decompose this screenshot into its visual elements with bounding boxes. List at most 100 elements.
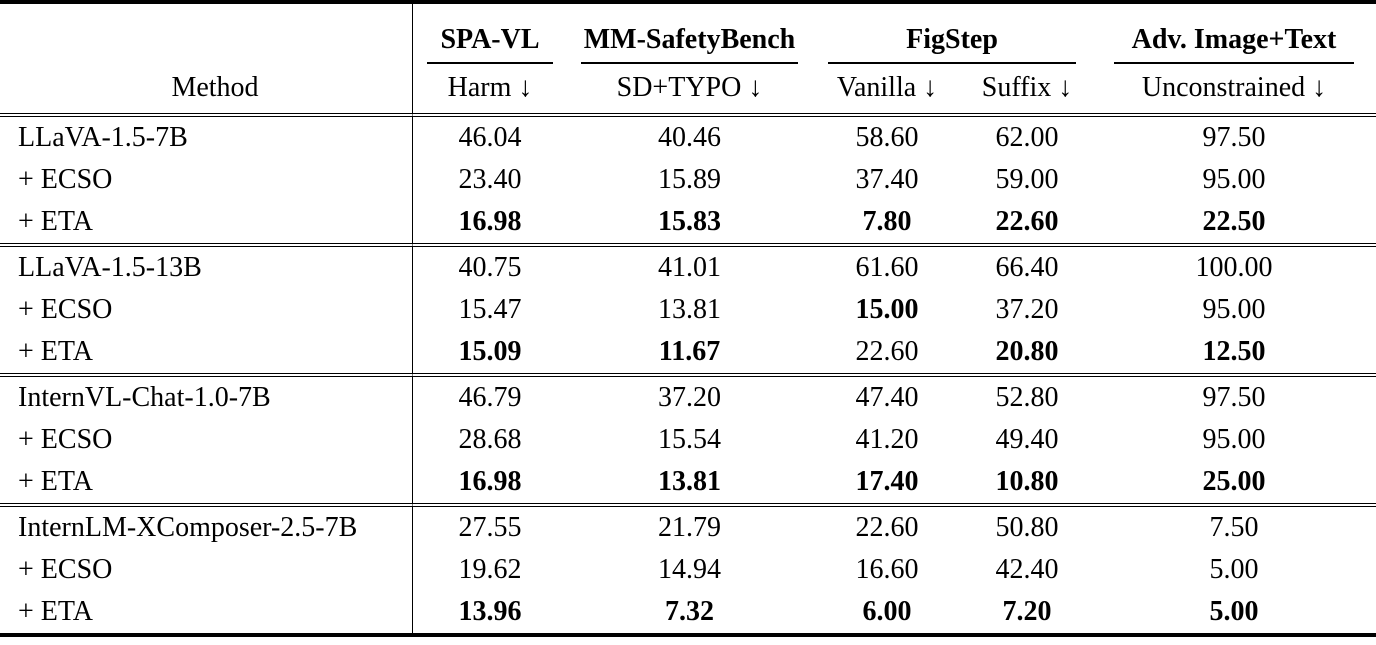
vanilla-value: 17.40 xyxy=(855,465,919,497)
harm-value: 40.75 xyxy=(412,243,567,289)
table-row: + ETA 16.98 13.81 17.40 10.80 25.00 xyxy=(0,461,1376,503)
suffix-value: 59.00 xyxy=(995,163,1059,195)
benchmark-header-mm-safetybench: MM-SafetyBench xyxy=(567,4,812,64)
benchmark-header-spa-vl: SPA-VL xyxy=(412,4,567,64)
sdtypo-value: 15.89 xyxy=(658,163,721,195)
metric-header-vanilla: Vanilla ↓ xyxy=(812,64,962,117)
unconstrained-value: 95.00 xyxy=(1202,423,1266,455)
metric-header-harm: Harm ↓ xyxy=(412,64,567,117)
harm-value: 23.40 xyxy=(412,159,567,201)
table-row: + ECSO 19.62 14.94 16.60 42.40 5.00 xyxy=(0,549,1376,591)
method-cell: + ETA xyxy=(18,335,93,367)
vanilla-value: 37.40 xyxy=(855,163,919,195)
suffix-value: 20.80 xyxy=(995,335,1059,367)
vanilla-value: 22.60 xyxy=(812,503,962,549)
method-cell: + ECSO xyxy=(18,293,113,325)
sdtypo-value: 14.94 xyxy=(658,553,721,585)
method-cell: InternVL-Chat-1.0-7B xyxy=(0,373,412,419)
metric-header-row: Method Harm ↓ SD+TYPO ↓ Vanilla ↓ Suffix… xyxy=(0,64,1376,117)
unconstrained-value: 100.00 xyxy=(1092,243,1376,289)
unconstrained-value: 12.50 xyxy=(1202,335,1266,367)
sdtypo-value: 40.46 xyxy=(658,121,721,153)
suffix-value: 50.80 xyxy=(962,503,1092,549)
benchmark-header-figstep: FigStep xyxy=(812,4,1092,64)
suffix-value: 52.80 xyxy=(962,373,1092,419)
method-cell: InternLM-XComposer-2.5-7B xyxy=(0,503,412,549)
unconstrained-value: 25.00 xyxy=(1202,465,1266,497)
sdtypo-value: 7.32 xyxy=(665,595,714,627)
harm-value: 46.79 xyxy=(412,373,567,419)
unconstrained-value: 95.00 xyxy=(1202,163,1266,195)
table-row: + ETA 16.98 15.83 7.80 22.60 22.50 xyxy=(0,201,1376,243)
table-row: + ECSO 15.47 13.81 15.00 37.20 95.00 xyxy=(0,289,1376,331)
sdtypo-value: 15.83 xyxy=(658,205,721,237)
vanilla-value: 16.60 xyxy=(855,553,919,585)
metric-header-unconstrained: Unconstrained ↓ xyxy=(1092,64,1376,117)
table-row: + ECSO 23.40 15.89 37.40 59.00 95.00 xyxy=(0,159,1376,201)
method-cell: LLaVA-1.5-13B xyxy=(0,243,412,289)
harm-value: 28.68 xyxy=(412,419,567,461)
unconstrained-value: 5.00 xyxy=(1209,553,1259,585)
unconstrained-value: 22.50 xyxy=(1202,205,1266,237)
table-row: + ECSO 28.68 15.54 41.20 49.40 95.00 xyxy=(0,419,1376,461)
benchmark-header-adv-image-text: Adv. Image+Text xyxy=(1092,4,1376,64)
table-row: LLaVA-1.5-7B 46.04 40.46 58.60 62.00 97.… xyxy=(0,117,1376,159)
vanilla-value: 6.00 xyxy=(862,595,912,627)
sdtypo-value: 15.54 xyxy=(658,423,721,455)
table-row: LLaVA-1.5-13B 40.75 41.01 61.60 66.40 10… xyxy=(0,243,1376,289)
method-cell: + ECSO xyxy=(18,553,113,585)
benchmark-label: SPA-VL xyxy=(427,24,553,64)
unconstrained-value: 5.00 xyxy=(1209,595,1259,627)
method-cell: + ETA xyxy=(18,205,93,237)
suffix-value: 37.20 xyxy=(995,293,1059,325)
sdtypo-value: 21.79 xyxy=(567,503,812,549)
unconstrained-value: 97.50 xyxy=(1202,121,1266,153)
unconstrained-value: 97.50 xyxy=(1092,373,1376,419)
benchmark-group-header-row: SPA-VL MM-SafetyBench FigStep Adv. Image… xyxy=(0,4,1376,64)
table-row: InternLM-XComposer-2.5-7B 27.55 21.79 22… xyxy=(0,503,1376,549)
suffix-value: 66.40 xyxy=(962,243,1092,289)
harm-value: 19.62 xyxy=(412,549,567,591)
sdtypo-value: 41.01 xyxy=(567,243,812,289)
unconstrained-value: 7.50 xyxy=(1092,503,1376,549)
vanilla-value: 7.80 xyxy=(862,205,912,237)
method-cell: + ECSO xyxy=(18,163,113,195)
benchmark-label: MM-SafetyBench xyxy=(581,24,798,64)
sdtypo-value: 11.67 xyxy=(658,335,721,367)
suffix-value: 62.00 xyxy=(995,121,1059,153)
sdtypo-value: 13.81 xyxy=(658,465,721,497)
benchmark-label: Adv. Image+Text xyxy=(1114,24,1354,64)
suffix-value: 49.40 xyxy=(995,423,1059,455)
method-column-header: Method xyxy=(0,64,412,117)
vanilla-value: 22.60 xyxy=(855,335,919,367)
sdtypo-value: 13.81 xyxy=(658,293,721,325)
suffix-value: 10.80 xyxy=(995,465,1059,497)
method-cell: + ETA xyxy=(18,465,93,497)
vanilla-value: 15.00 xyxy=(855,293,919,325)
harm-value: 15.47 xyxy=(412,289,567,331)
benchmark-label: FigStep xyxy=(828,24,1076,64)
harm-value: 46.04 xyxy=(412,117,567,159)
method-cell: + ETA xyxy=(18,595,93,627)
suffix-value: 22.60 xyxy=(995,205,1059,237)
suffix-value: 7.20 xyxy=(1002,595,1052,627)
empty-header-cell xyxy=(0,4,412,64)
table-row: + ETA 13.96 7.32 6.00 7.20 5.00 xyxy=(0,591,1376,633)
suffix-value: 42.40 xyxy=(995,553,1059,585)
table-row: + ETA 15.09 11.67 22.60 20.80 12.50 xyxy=(0,331,1376,373)
vanilla-value: 41.20 xyxy=(855,423,919,455)
vanilla-value: 47.40 xyxy=(812,373,962,419)
harm-value: 13.96 xyxy=(412,591,567,633)
vanilla-value: 58.60 xyxy=(855,121,919,153)
method-cell: + ECSO xyxy=(18,423,113,455)
harm-value: 27.55 xyxy=(412,503,567,549)
harm-value: 16.98 xyxy=(412,201,567,243)
method-cell: LLaVA-1.5-7B xyxy=(18,121,188,153)
harm-value: 16.98 xyxy=(412,461,567,503)
table-row: InternVL-Chat-1.0-7B 46.79 37.20 47.40 5… xyxy=(0,373,1376,419)
metric-header-suffix: Suffix ↓ xyxy=(962,64,1092,117)
unconstrained-value: 95.00 xyxy=(1202,293,1266,325)
harm-value: 15.09 xyxy=(412,331,567,373)
vanilla-value: 61.60 xyxy=(812,243,962,289)
